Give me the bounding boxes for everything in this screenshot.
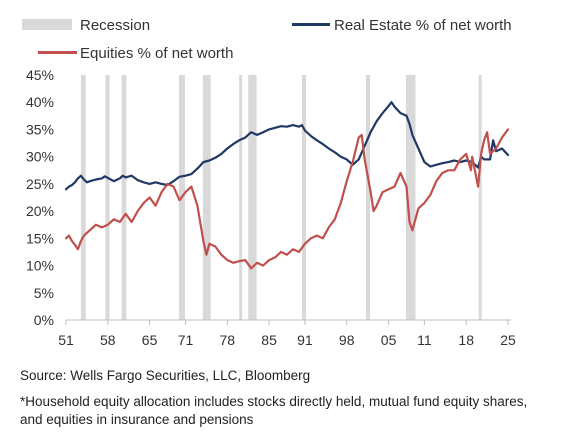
recession-band-10 xyxy=(405,75,416,320)
x-tick-label: 91 xyxy=(297,332,313,348)
x-tick-label: 05 xyxy=(381,332,397,348)
recession-band-7 xyxy=(248,75,257,320)
x-tick-label: 65 xyxy=(142,332,158,348)
x-tick-label: 25 xyxy=(500,332,516,348)
x-tick-label: 18 xyxy=(458,332,474,348)
legend-label-equities: Equities % of net worth xyxy=(80,45,233,62)
y-tick-label: 15% xyxy=(26,230,54,246)
recession-band-5 xyxy=(202,75,211,320)
recession-band-1 xyxy=(80,75,86,320)
legend-label-real-estate: Real Estate % of net worth xyxy=(334,17,512,34)
footnote: *Household equity allocation includes st… xyxy=(20,394,528,427)
x-tick-label: 71 xyxy=(178,332,194,348)
y-tick-label: 40% xyxy=(26,94,54,110)
recession-band-6 xyxy=(239,75,243,320)
y-tick-label: 20% xyxy=(26,203,54,219)
series-line-equities xyxy=(64,128,510,270)
recession-band-2 xyxy=(105,75,110,320)
legend-swatch-recession xyxy=(22,19,72,30)
recession-band-8 xyxy=(301,75,307,320)
x-tick-label: 51 xyxy=(58,332,74,348)
recession-band-3 xyxy=(121,75,127,320)
x-tick-label: 98 xyxy=(339,332,355,348)
y-tick-label: 0% xyxy=(34,312,54,328)
chart: Recession Real Estate % of net worth Equ… xyxy=(22,17,516,348)
recession-band-9 xyxy=(365,75,371,320)
legend: Recession Real Estate % of net worth Equ… xyxy=(22,17,512,62)
y-tick-label: 35% xyxy=(26,121,54,137)
recession-bands xyxy=(80,75,482,320)
y-tick-label: 5% xyxy=(34,285,54,301)
x-tick-label: 78 xyxy=(220,332,236,348)
legend-label-recession: Recession xyxy=(80,17,150,34)
y-tick-label: 25% xyxy=(26,176,54,192)
source-note: Source: Wells Fargo Securities, LLC, Blo… xyxy=(20,368,311,383)
y-tick-label: 45% xyxy=(26,67,54,83)
x-tick-label: 11 xyxy=(417,332,432,348)
x-tick-label: 85 xyxy=(261,332,277,348)
series-line-real-estate xyxy=(64,101,510,191)
y-axis: 0% 5% 10% 15% 20% 25% 30% 35% 40% 45% xyxy=(26,67,54,328)
series-layer xyxy=(64,101,510,270)
x-tick-label: 58 xyxy=(100,332,116,348)
recession-band-11 xyxy=(478,75,482,320)
y-tick-label: 10% xyxy=(26,258,54,274)
x-axis: 51 58 65 71 78 85 91 98 05 11 18 25 xyxy=(58,319,516,348)
y-tick-label: 30% xyxy=(26,149,54,165)
